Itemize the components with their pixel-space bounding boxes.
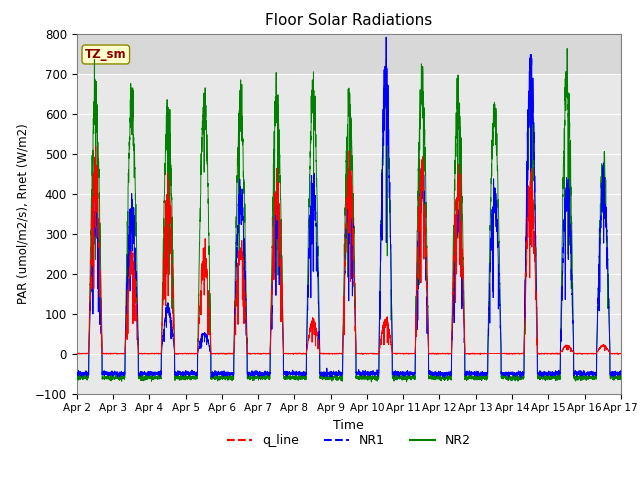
Title: Floor Solar Radiations: Floor Solar Radiations xyxy=(265,13,433,28)
Legend: q_line, NR1, NR2: q_line, NR1, NR2 xyxy=(222,429,476,452)
Text: TZ_sm: TZ_sm xyxy=(85,48,127,61)
Y-axis label: PAR (umol/m2/s), Rnet (W/m2): PAR (umol/m2/s), Rnet (W/m2) xyxy=(17,123,29,304)
X-axis label: Time: Time xyxy=(333,419,364,432)
Bar xyxy=(77,34,621,73)
